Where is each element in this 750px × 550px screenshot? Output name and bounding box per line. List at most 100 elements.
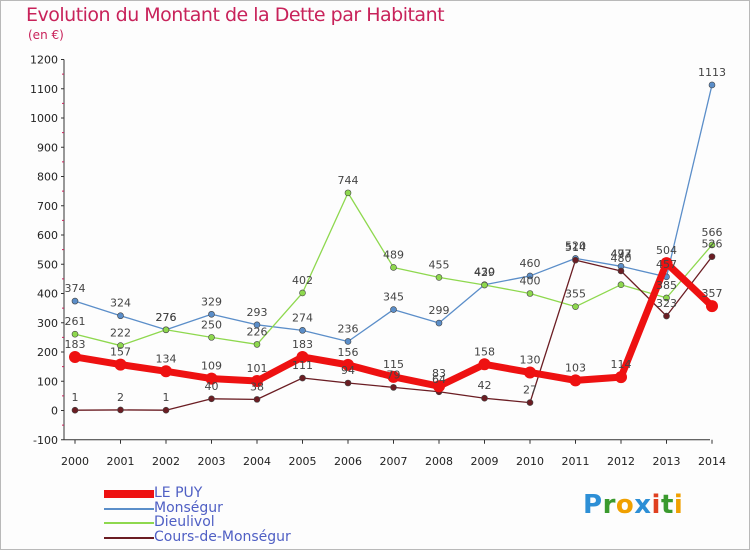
data-point — [71, 297, 79, 305]
y-tick-label: 200 — [37, 346, 58, 359]
data-label: 1113 — [698, 66, 726, 79]
data-point — [299, 327, 306, 334]
data-label: 480 — [611, 252, 632, 265]
data-label: 345 — [383, 291, 404, 304]
y-tick-label: 900 — [37, 141, 58, 154]
logo-letter: r — [602, 490, 616, 520]
x-tick-label: 2008 — [425, 455, 453, 468]
logo-letter: t — [660, 490, 674, 520]
data-label: 130 — [520, 353, 541, 366]
y-tick-label: 1000 — [30, 112, 58, 125]
data-point — [660, 257, 673, 270]
data-label: 134 — [156, 352, 177, 365]
data-point — [114, 358, 127, 371]
data-point — [572, 256, 579, 264]
legend-swatch — [104, 522, 154, 524]
y-tick-label: 100 — [37, 375, 58, 388]
y-tick-label: 300 — [37, 317, 58, 330]
data-label: 323 — [656, 297, 677, 310]
data-label: 460 — [520, 257, 541, 270]
legend-label: LE PUY — [154, 485, 203, 501]
data-point — [617, 267, 625, 275]
data-point — [344, 379, 352, 387]
data-label: 115 — [383, 358, 404, 371]
data-point — [572, 303, 579, 310]
data-point — [205, 372, 218, 385]
y-tick-label: 700 — [37, 200, 58, 213]
data-point — [117, 406, 124, 414]
data-label: 261 — [65, 315, 86, 328]
data-label: 183 — [65, 338, 86, 351]
data-label: 83 — [432, 367, 446, 380]
y-tick-label: -100 — [33, 434, 58, 447]
x-tick-label: 2007 — [380, 455, 408, 468]
data-label: 455 — [429, 258, 450, 271]
x-tick-label: 2003 — [198, 455, 226, 468]
data-label: 276 — [156, 311, 177, 324]
x-tick-label: 2010 — [516, 455, 544, 468]
data-label: 744 — [338, 174, 359, 187]
logo-letter: o — [615, 490, 635, 520]
data-label: 94 — [341, 364, 355, 377]
logo-letter: P — [583, 490, 603, 520]
data-label: 114 — [611, 358, 632, 371]
data-label: 400 — [520, 275, 541, 288]
data-label: 1 — [72, 391, 79, 404]
data-point — [299, 289, 306, 297]
data-point — [433, 380, 445, 393]
data-label: 429 — [474, 266, 495, 279]
data-label: 355 — [565, 288, 586, 301]
data-point — [708, 81, 716, 89]
data-label: 101 — [247, 362, 268, 375]
data-label: 477 — [611, 247, 632, 260]
data-label: 156 — [338, 346, 359, 359]
data-point — [344, 189, 352, 197]
data-label: 293 — [247, 306, 268, 319]
data-point — [390, 264, 397, 271]
data-point — [71, 406, 79, 414]
data-point — [117, 312, 124, 320]
x-tick-label: 2001 — [107, 455, 135, 468]
data-point — [342, 358, 354, 371]
data-point — [251, 374, 263, 387]
data-point — [253, 341, 261, 348]
data-point — [69, 350, 81, 363]
legend-swatch — [104, 508, 154, 510]
unit-label: (en €) — [28, 28, 64, 42]
data-label: 489 — [383, 248, 404, 261]
data-point — [162, 406, 170, 414]
x-tick-label: 2011 — [562, 455, 590, 468]
x-tick-label: 2012 — [607, 455, 635, 468]
data-point — [208, 395, 215, 403]
data-point — [708, 241, 716, 249]
x-tick-label: 2009 — [471, 455, 499, 468]
legend-label: Dieulivol — [154, 514, 215, 530]
data-label: 236 — [338, 322, 359, 335]
data-label: 64 — [432, 373, 446, 386]
data-label: 493 — [611, 247, 632, 260]
logo-letter: x — [634, 490, 652, 520]
data-point — [162, 326, 170, 334]
data-label: 357 — [702, 287, 723, 300]
data-point — [526, 399, 534, 406]
data-label: 526 — [702, 238, 723, 251]
data-label: 520 — [565, 239, 586, 252]
data-label: 430 — [474, 266, 495, 279]
data-point — [435, 274, 443, 281]
y-tick-label: 600 — [37, 229, 58, 242]
x-tick-label: 2000 — [61, 455, 89, 468]
data-point — [208, 334, 215, 341]
legend-label: Monségur — [154, 500, 223, 516]
legend-swatch — [104, 490, 154, 498]
data-label: 2 — [117, 391, 124, 404]
data-point — [526, 272, 534, 280]
data-label: 566 — [702, 226, 723, 239]
x-tick-label: 2014 — [698, 455, 726, 468]
y-tick-label: 500 — [37, 258, 58, 271]
data-label: 1 — [163, 391, 170, 404]
legend-swatch — [104, 537, 154, 539]
data-point — [299, 374, 306, 382]
data-label: 324 — [110, 297, 131, 310]
data-label: 385 — [656, 279, 677, 292]
